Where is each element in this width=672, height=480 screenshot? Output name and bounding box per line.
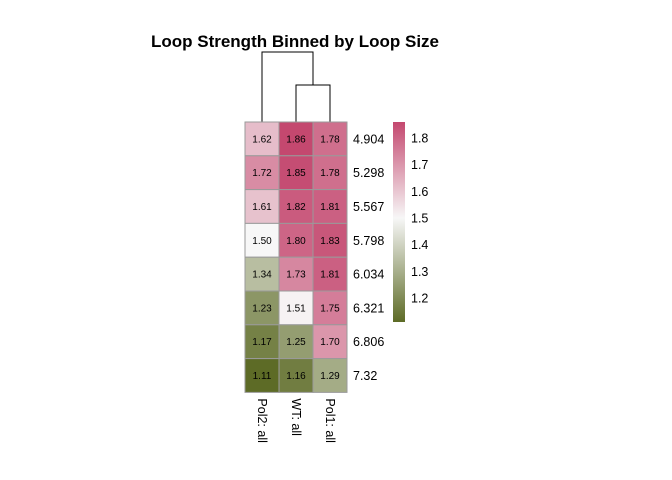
cell-value-label: 1.81 [320, 270, 340, 281]
chart-title: Loop Strength Binned by Loop Size [151, 32, 439, 51]
cell-value-label: 1.11 [253, 371, 272, 382]
heatmap-cell [278, 290, 314, 326]
color-legend: 1.2 1.3 1.4 1.5 1.6 1.7 1.8 [393, 122, 428, 322]
cell-value-label: 1.29 [320, 371, 340, 382]
colorbar-tick-label: 1.7 [411, 158, 428, 172]
cell-value-label: 1.78 [320, 168, 340, 179]
cell-value-label: 1.75 [320, 303, 340, 314]
colorbar-tick-label: 1.3 [411, 265, 428, 279]
row-label: 6.321 [353, 301, 384, 315]
row-label: 5.567 [353, 200, 384, 214]
heatmap-cell [278, 189, 314, 224]
cell-value-label: 1.72 [252, 168, 272, 179]
cell-value-label: 1.78 [320, 134, 340, 145]
heatmap-cell [244, 324, 280, 360]
heatmap-cell [278, 121, 314, 157]
row-label: 6.806 [353, 335, 384, 349]
colorbar-gradient [393, 122, 405, 322]
column-labels: Pol2: all WT: all Pol1: all [255, 398, 337, 442]
column-dendrogram [261, 51, 331, 122]
cell-value-label: 1.61 [252, 202, 272, 213]
heatmap-cell [278, 256, 314, 292]
colorbar-tick-label: 1.4 [411, 238, 428, 252]
heatmap-cell [312, 222, 348, 258]
row-label: 5.298 [353, 166, 384, 180]
colorbar-tick-label: 1.6 [411, 185, 428, 199]
heatmap-cell [278, 358, 314, 393]
cell-value-label: 1.73 [286, 270, 306, 281]
heatmap-cell [312, 155, 348, 191]
dendrogram-branch [261, 51, 314, 122]
cell-value-label: 1.82 [286, 202, 306, 213]
cell-value-label: 1.16 [286, 371, 306, 382]
cell-value-label: 1.81 [320, 202, 340, 213]
row-label: 4.904 [353, 132, 384, 146]
heatmap-cell [244, 222, 280, 258]
cell-value-label: 1.50 [252, 236, 272, 247]
heatmap-cell [244, 290, 280, 326]
heatmap-cell [312, 290, 348, 326]
colorbar-tick-label: 1.8 [411, 132, 428, 146]
column-label: Pol2: all [255, 398, 269, 442]
cell-value-label: 1.34 [252, 270, 272, 281]
cell-value-label: 1.70 [320, 337, 340, 348]
cell-value-label: 1.51 [286, 303, 306, 314]
column-label: WT: all [289, 398, 303, 436]
row-labels: 4.904 5.298 5.567 5.798 6.034 6.321 6.806 7.32 [353, 132, 384, 383]
cell-value-label: 1.85 [286, 168, 306, 179]
heatmap-cell [278, 324, 314, 360]
row-label: 6.034 [353, 268, 384, 282]
colorbar-tick-label: 1.2 [411, 292, 428, 306]
cell-value-label: 1.62 [252, 134, 272, 145]
cell-value-label: 1.86 [286, 134, 306, 145]
colorbar-tick-label: 1.5 [411, 212, 428, 226]
cell-value-label: 1.25 [286, 337, 306, 348]
heatmap-cells: 1.62 1.86 1.78 1.72 1.85 1.78 1.61 1.82 1.81 1.50… [244, 121, 348, 393]
cell-value-label: 1.83 [320, 236, 340, 247]
cell-value-label: 1.23 [252, 303, 272, 314]
heatmap-cell [312, 358, 348, 393]
heatmap-cell [244, 358, 280, 393]
row-label: 7.32 [353, 369, 377, 383]
dendrogram-branch [295, 84, 331, 122]
row-label: 5.798 [353, 234, 384, 248]
column-label: Pol1: all [323, 398, 337, 442]
heatmap-cell [244, 121, 280, 157]
heatmap-cell [312, 324, 348, 360]
cell-value-label: 1.17 [252, 337, 272, 348]
cell-value-label: 1.80 [286, 236, 306, 247]
